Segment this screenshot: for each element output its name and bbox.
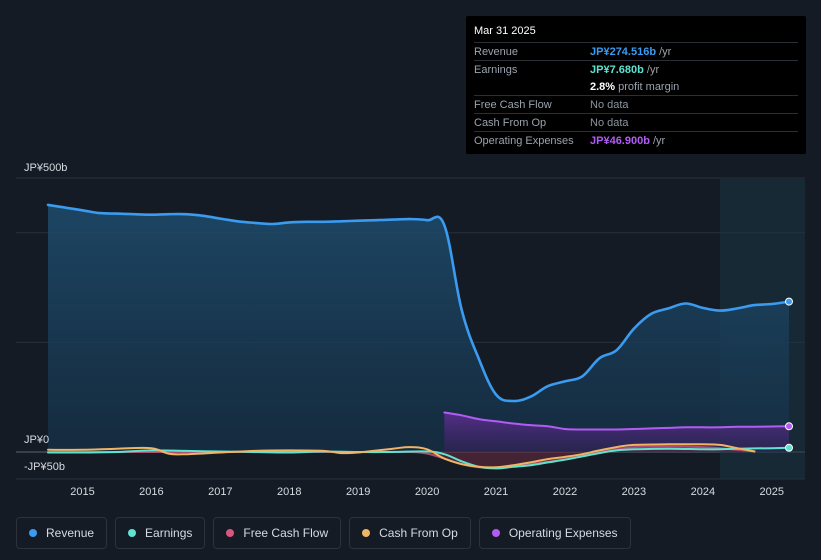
operating-expenses-endpoint — [785, 422, 793, 431]
series-endpoints — [785, 297, 793, 452]
y-label-top: JP¥500b — [24, 162, 67, 174]
x-axis-ticks: 2015 2016 2017 2018 2019 2020 2021 2022 2023 2024… — [70, 486, 784, 498]
x-tick-label: 2020 — [415, 486, 439, 498]
tooltip-label: Revenue — [474, 45, 519, 58]
x-tick-label: 2023 — [622, 486, 646, 498]
tooltip-row-cash-from-op: Cash From Op No data — [474, 113, 798, 131]
legend-dot-icon — [226, 529, 235, 537]
tooltip-value: No data — [590, 116, 629, 129]
legend: Revenue Earnings Free Cash Flow Cash Fro… — [16, 517, 631, 549]
revenue-area — [48, 204, 789, 452]
x-tick-label: 2016 — [139, 486, 163, 498]
x-tick-label: 2025 — [760, 486, 784, 498]
tooltip-unit: /yr — [646, 63, 660, 76]
legend-item-revenue[interactable]: Revenue — [16, 517, 108, 549]
x-tick-label: 2017 — [208, 486, 232, 498]
tooltip-unit: /yr — [659, 45, 672, 58]
legend-item-operating-expenses[interactable]: Operating Expenses — [478, 517, 631, 549]
legend-dot-icon — [29, 529, 37, 537]
tooltip-value: JP¥274.516b — [590, 45, 657, 58]
tooltip-row-earnings: Earnings JP¥7.680b /yr — [474, 60, 798, 78]
tooltip: Mar 31 2025 Revenue JP¥274.516b /yr Earn… — [466, 16, 806, 154]
tooltip-unit: profit margin — [618, 80, 680, 93]
x-tick-label: 2024 — [691, 486, 715, 498]
tooltip-row-revenue: Revenue JP¥274.516b /yr — [474, 42, 798, 60]
cash-from-op-line — [47, 443, 756, 469]
legend-label: Operating Expenses — [508, 526, 618, 540]
tooltip-label: Free Cash Flow — [474, 98, 552, 111]
legend-item-free-cash-flow[interactable]: Free Cash Flow — [213, 517, 342, 549]
tooltip-label: Cash From Op — [474, 116, 547, 129]
legend-dot-icon — [362, 529, 371, 537]
operating-expenses-line — [443, 411, 790, 431]
legend-item-cash-from-op[interactable]: Cash From Op — [349, 517, 471, 549]
tooltip-value: JP¥7.680b — [590, 63, 644, 76]
tooltip-value: JP¥46.900b — [590, 134, 650, 147]
revenue-endpoint — [785, 297, 793, 306]
tooltip-row-profit-margin: 2.8% profit margin — [474, 78, 798, 95]
x-tick-label: 2021 — [484, 486, 508, 498]
legend-dot-icon — [491, 529, 500, 537]
tooltip-value: No data — [590, 98, 629, 111]
revenue-line — [46, 203, 791, 403]
x-tick-label: 2022 — [553, 486, 577, 498]
operating-expenses-area — [444, 412, 789, 452]
tooltip-unit: /yr — [653, 134, 666, 147]
legend-label: Free Cash Flow — [243, 526, 329, 540]
tooltip-label: Operating Expenses — [474, 134, 574, 147]
x-tick-label: 2018 — [277, 486, 301, 498]
y-label-zero: JP¥0 — [24, 434, 49, 446]
tooltip-row-free-cash-flow: Free Cash Flow No data — [474, 95, 798, 113]
series-lines — [46, 203, 791, 470]
tooltip-value: 2.8% — [590, 80, 616, 93]
legend-dot-icon — [128, 529, 137, 537]
legend-label: Revenue — [46, 526, 95, 540]
tooltip-date: Mar 31 2025 — [474, 25, 536, 37]
legend-label: Cash From Op — [379, 526, 458, 540]
legend-label: Earnings — [145, 526, 193, 540]
y-label-bottom: -JP¥50b — [24, 461, 65, 473]
tooltip-row-operating-expenses: Operating Expenses JP¥46.900b /yr — [474, 131, 798, 149]
x-tick-label: 2015 — [70, 486, 94, 498]
x-tick-label: 2019 — [346, 486, 370, 498]
earnings-endpoint — [785, 443, 793, 452]
legend-item-earnings[interactable]: Earnings — [115, 517, 206, 549]
tooltip-label: Earnings — [474, 63, 518, 76]
